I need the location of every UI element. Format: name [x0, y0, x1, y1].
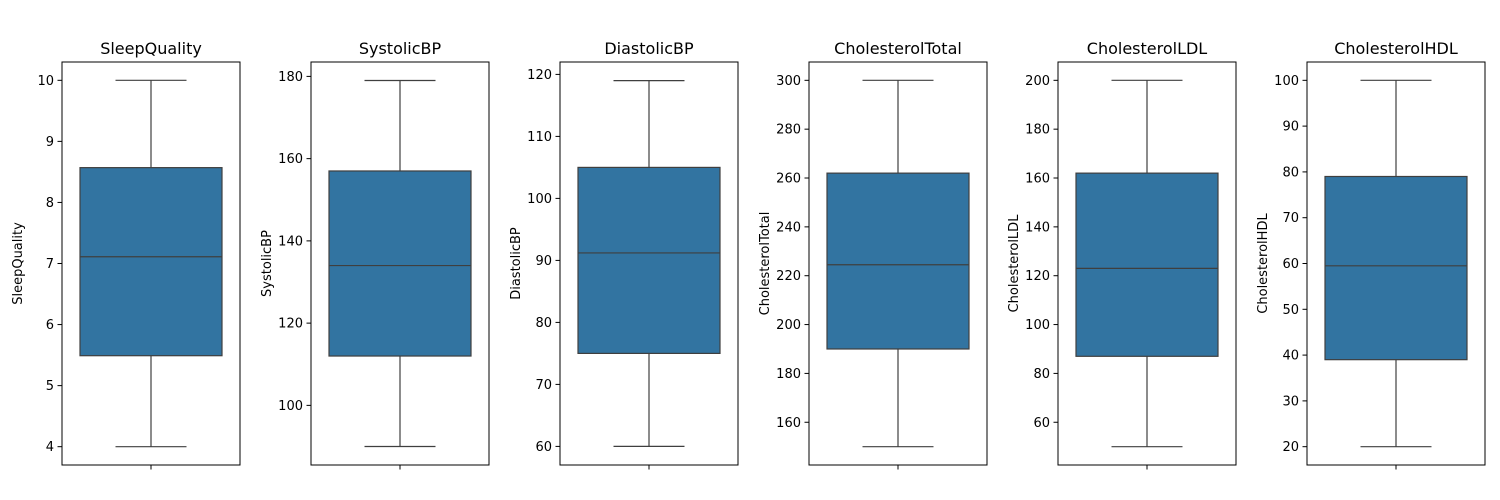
panel-cholesteroltotal: CholesterolTotal CholesterolTotal 160 180 20…	[758, 39, 988, 470]
y-tick-label: 100	[527, 192, 552, 207]
y-axis-label: CholesterolHDL	[1256, 213, 1271, 314]
axes-frame	[310, 61, 490, 466]
y-tick-label: 50	[1282, 303, 1299, 318]
panel-title: SystolicBP	[359, 39, 442, 58]
y-tick-label: 120	[278, 317, 303, 332]
y-tick-label: 200	[1025, 74, 1050, 89]
y-axis-label: SleepQuality	[11, 222, 26, 305]
axes-frame	[61, 61, 241, 466]
y-tick-label: 140	[278, 234, 303, 249]
axes-frame	[1306, 61, 1486, 466]
y-axis-label: SystolicBP	[260, 230, 275, 297]
y-axis-label: CholesterolTotal	[758, 212, 773, 316]
panel-systolicbp: SystolicBP SystolicBP 100 120 140 160 180	[260, 39, 490, 470]
axes-frame	[1057, 61, 1237, 466]
y-tick-label: 40	[1282, 349, 1299, 364]
y-tick-label: 70	[1282, 211, 1299, 226]
panel-cholesterolldl: CholesterolLDL CholesterolLDL 60 80 100 120 14…	[1007, 39, 1237, 470]
y-tick-label: 6	[46, 318, 54, 333]
axes-frame	[808, 61, 988, 466]
y-tick-label: 70	[535, 378, 552, 393]
y-tick-label: 120	[1025, 269, 1050, 284]
y-tick-label: 180	[776, 367, 801, 382]
y-tick-label: 80	[1033, 367, 1050, 382]
iqr-box	[826, 172, 970, 350]
y-tick-label: 200	[776, 318, 801, 333]
panel-sleepquality: SleepQuality SleepQuality 4 5 6 7 8 9 10	[11, 39, 241, 470]
y-tick-label: 8	[46, 196, 54, 211]
iqr-box	[79, 167, 223, 357]
y-tick-label: 100	[1274, 74, 1299, 89]
y-tick-label: 60	[1282, 257, 1299, 272]
y-tick-label: 160	[1025, 172, 1050, 187]
y-tick-label: 30	[1282, 394, 1299, 409]
y-tick-label: 280	[776, 123, 801, 138]
y-tick-label: 240	[776, 220, 801, 235]
panel-title: CholesterolHDL	[1334, 39, 1458, 58]
iqr-box	[577, 166, 721, 354]
y-tick-label: 90	[535, 254, 552, 269]
y-tick-label: 100	[1025, 318, 1050, 333]
y-tick-label: 110	[527, 130, 552, 145]
y-tick-label: 5	[46, 379, 54, 394]
y-tick-label: 120	[527, 68, 552, 83]
y-tick-label: 80	[1282, 165, 1299, 180]
panel-cholesterolhdl: CholesterolHDL CholesterolHDL 20 30 40 50 60 70…	[1256, 39, 1486, 470]
panel-diastolicbp: DiastolicBP DiastolicBP 60 70 80 90 100 110 120	[509, 39, 739, 470]
panel-title: CholesterolLDL	[1087, 39, 1208, 58]
axes-frame	[559, 61, 739, 466]
y-tick-label: 9	[46, 135, 54, 150]
panel-title: DiastolicBP	[604, 39, 694, 58]
y-tick-label: 220	[776, 269, 801, 284]
y-tick-label: 180	[1025, 123, 1050, 138]
iqr-box	[1324, 175, 1468, 361]
iqr-box	[1075, 172, 1219, 357]
y-tick-label: 300	[776, 74, 801, 89]
y-tick-label: 100	[278, 399, 303, 414]
y-tick-label: 80	[535, 316, 552, 331]
iqr-box	[328, 170, 472, 357]
y-tick-label: 7	[46, 257, 54, 272]
y-tick-label: 260	[776, 172, 801, 187]
y-tick-label: 60	[535, 440, 552, 455]
y-tick-label: 20	[1282, 440, 1299, 455]
y-tick-label: 60	[1033, 416, 1050, 431]
y-tick-label: 10	[37, 74, 54, 89]
y-tick-label: 140	[1025, 220, 1050, 235]
y-tick-label: 160	[278, 152, 303, 167]
panel-title: CholesterolTotal	[834, 39, 962, 58]
panel-title: SleepQuality	[100, 39, 202, 58]
y-axis-label: CholesterolLDL	[1007, 214, 1022, 313]
y-axis-label: DiastolicBP	[509, 227, 524, 300]
y-tick-label: 90	[1282, 120, 1299, 135]
y-tick-label: 180	[278, 70, 303, 85]
y-tick-label: 4	[46, 440, 54, 455]
y-tick-label: 160	[776, 416, 801, 431]
